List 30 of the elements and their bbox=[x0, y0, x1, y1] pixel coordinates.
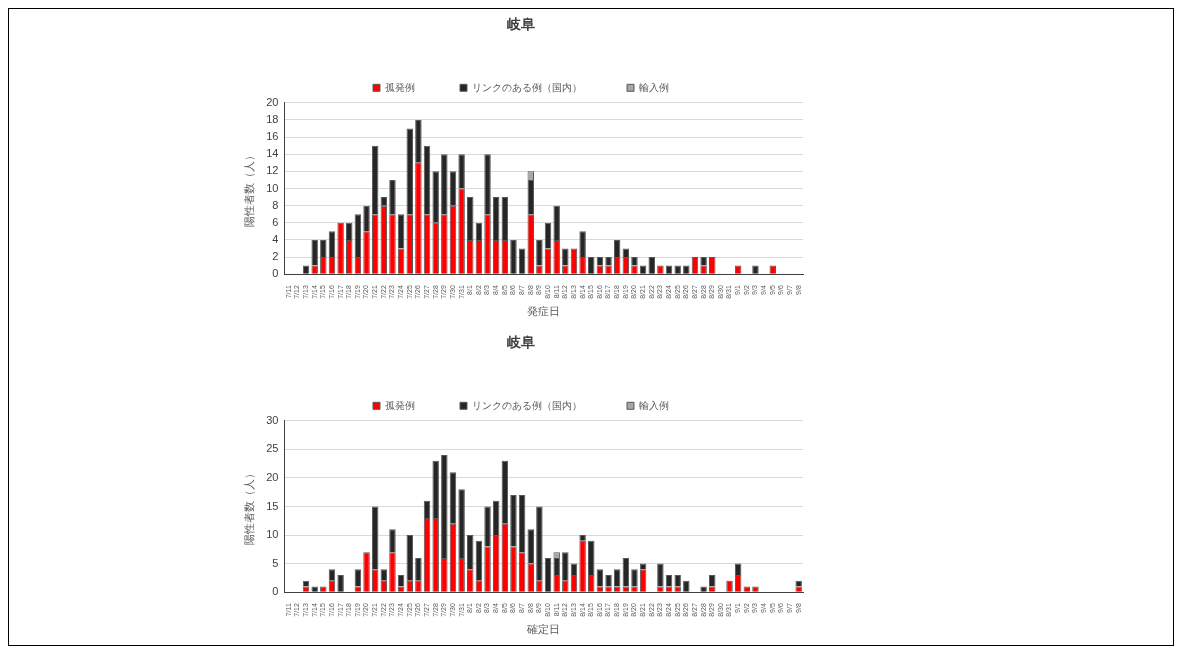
y-tick-label: 30 bbox=[266, 413, 279, 426]
y-tick-label: 15 bbox=[266, 499, 279, 512]
y-tick-label: 10 bbox=[266, 528, 279, 541]
x-axis-title: 確定日 bbox=[526, 623, 561, 636]
y-tick-label: 8 bbox=[272, 198, 279, 211]
y-tick-label: 20 bbox=[266, 95, 279, 108]
y-tick-label: 0 bbox=[272, 585, 279, 598]
y-axis-title: 陽性者数（人） bbox=[242, 467, 255, 545]
legend-label: 孤発例 bbox=[385, 399, 415, 411]
y-axis-title: 陽性者数（人） bbox=[242, 149, 255, 227]
y-tick-label: 4 bbox=[272, 232, 279, 245]
y-tick-label: 20 bbox=[266, 470, 279, 483]
x-axis-title: 発症日 bbox=[527, 305, 561, 318]
y-tick-label: 25 bbox=[266, 442, 279, 455]
y-tick-label: 2 bbox=[272, 250, 279, 263]
y-tick-label: 14 bbox=[266, 147, 279, 160]
legend-label: 孤発例 bbox=[385, 81, 415, 93]
chart-title: 岐阜 bbox=[507, 16, 535, 33]
legend-label: 輸入例 bbox=[639, 399, 669, 411]
y-tick-label: 16 bbox=[266, 130, 279, 143]
y-tick-label: 12 bbox=[266, 164, 279, 177]
y-tick-label: 6 bbox=[272, 215, 279, 228]
y-tick-label: 10 bbox=[266, 181, 279, 194]
y-tick-label: 18 bbox=[266, 112, 279, 125]
legend-label: リンクのある例（国内） bbox=[472, 81, 582, 93]
legend-label: 輸入例 bbox=[639, 81, 669, 93]
chart-title: 岐阜 bbox=[507, 334, 535, 351]
y-tick-label: 0 bbox=[272, 267, 279, 280]
legend-label: リンクのある例（国内） bbox=[472, 399, 582, 411]
y-tick-label: 5 bbox=[272, 556, 279, 569]
